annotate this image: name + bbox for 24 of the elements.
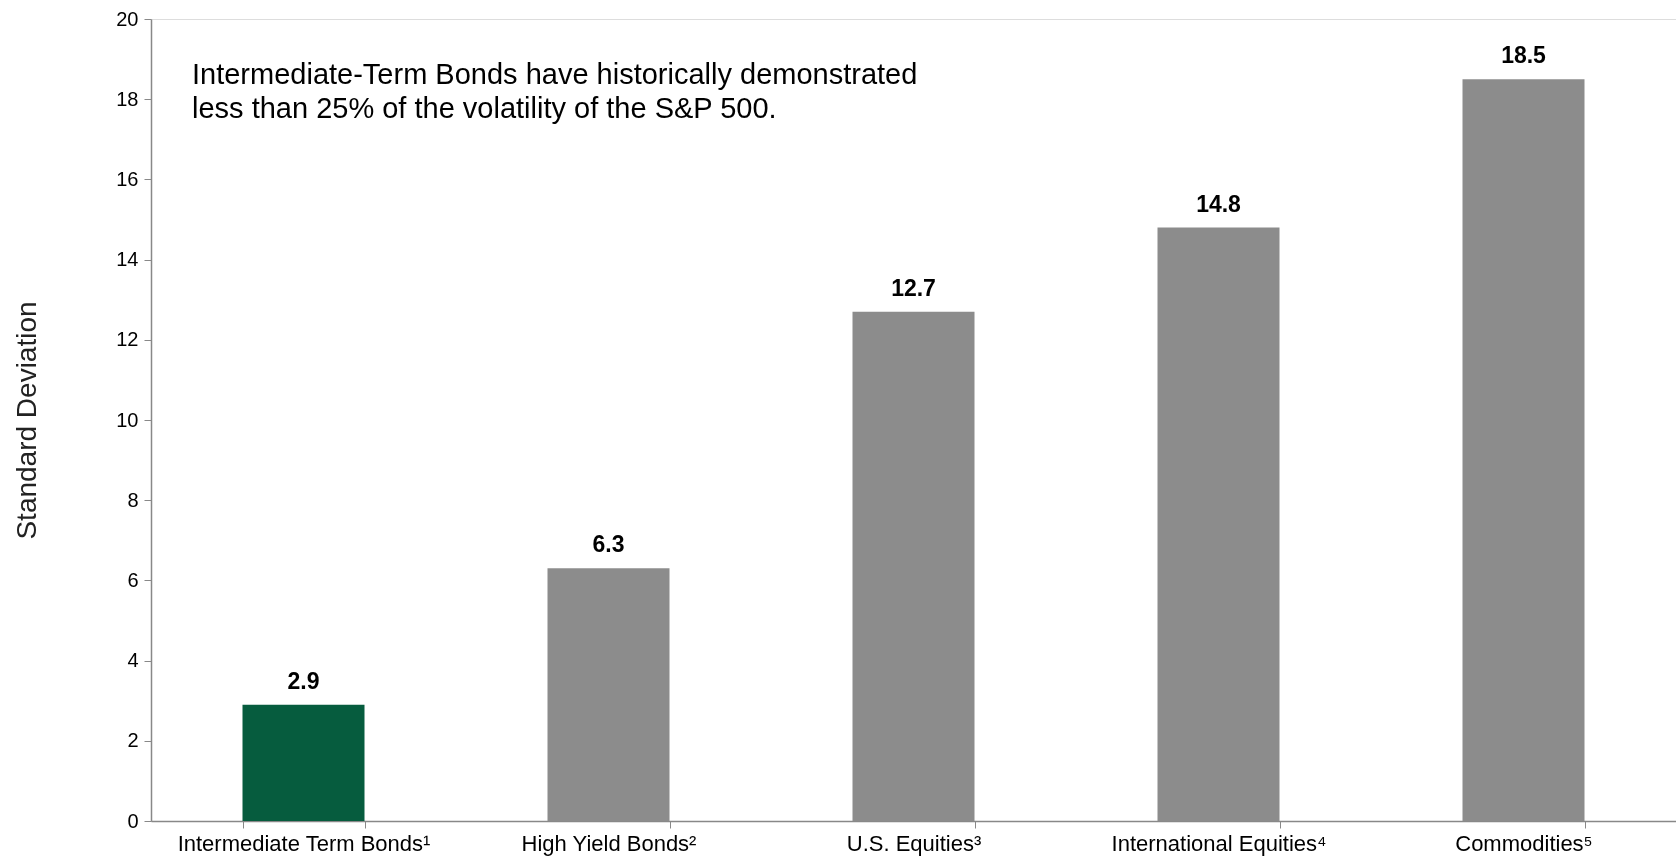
data-label: 6.3 <box>592 531 625 558</box>
x-tick-label: Commodities⁵ <box>1455 830 1593 856</box>
y-tick-label: 16 <box>116 167 139 190</box>
y-axis-title: Standard Deviation <box>10 301 42 540</box>
data-label: 12.7 <box>891 274 936 301</box>
y-tick-label: 18 <box>116 87 139 110</box>
y-tick-label: 12 <box>116 328 139 351</box>
y-tick-label: 2 <box>127 729 139 752</box>
x-tick-label: International Equities⁴ <box>1111 830 1327 856</box>
y-tick-label: 0 <box>127 809 139 832</box>
y-tick-label: 14 <box>116 248 139 271</box>
annotation: Intermediate-Term Bonds have historically demonstrated less than 25% of the volatility of the S&P 500. <box>192 58 918 124</box>
y-tick-label: 4 <box>127 649 139 672</box>
x-tick-label: High Yield Bonds² <box>521 830 697 856</box>
x-tick-label: Intermediate Term Bonds¹ <box>177 830 431 856</box>
data-label: 14.8 <box>1196 190 1242 217</box>
x-tick-label: U.S. Equities³ <box>846 830 982 856</box>
y-tick-label: 10 <box>116 408 139 431</box>
y-tick-label: 8 <box>127 488 139 511</box>
y-tick-label: 6 <box>127 568 139 591</box>
data-label: 18.5 <box>1501 42 1547 69</box>
data-label: 2.9 <box>287 667 320 694</box>
bar <box>242 704 365 821</box>
y-tick-label: 20 <box>116 7 139 30</box>
